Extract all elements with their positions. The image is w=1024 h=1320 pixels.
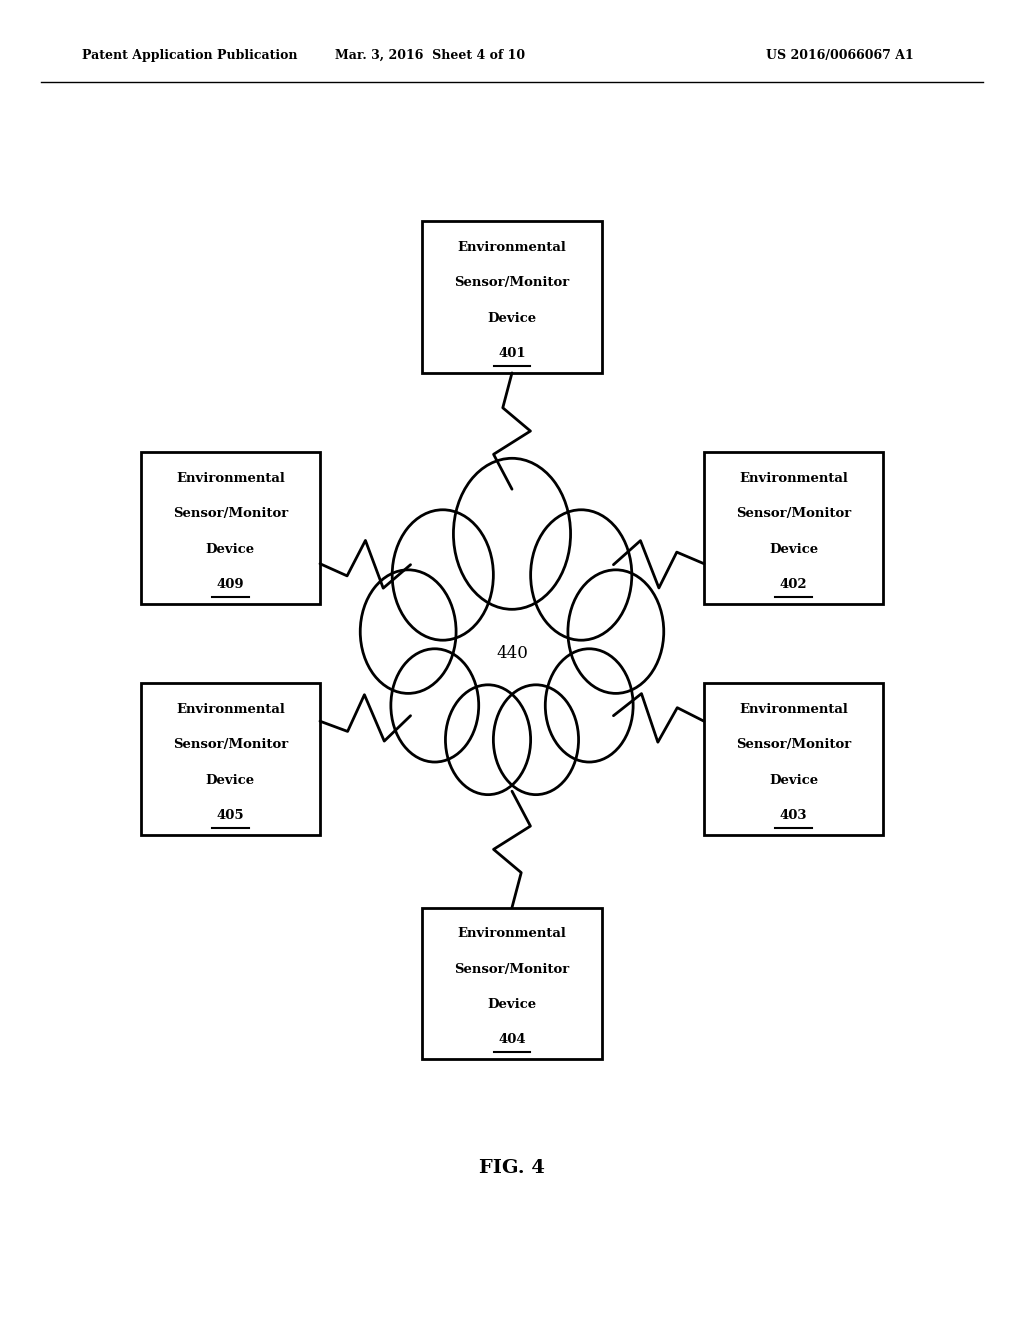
- Text: 402: 402: [780, 578, 807, 591]
- Text: Sensor/Monitor: Sensor/Monitor: [455, 962, 569, 975]
- Text: Environmental: Environmental: [458, 928, 566, 940]
- Text: Device: Device: [206, 774, 255, 787]
- FancyBboxPatch shape: [705, 451, 883, 605]
- Text: Device: Device: [487, 998, 537, 1011]
- Text: Sensor/Monitor: Sensor/Monitor: [173, 507, 288, 520]
- Text: 401: 401: [499, 347, 525, 360]
- Text: Device: Device: [487, 312, 537, 325]
- Text: 404: 404: [499, 1034, 525, 1047]
- Text: Sensor/Monitor: Sensor/Monitor: [455, 276, 569, 289]
- FancyBboxPatch shape: [705, 684, 883, 836]
- Circle shape: [494, 685, 579, 795]
- Circle shape: [454, 458, 570, 610]
- Text: Environmental: Environmental: [739, 473, 848, 484]
- Text: 403: 403: [780, 809, 807, 822]
- Circle shape: [360, 570, 456, 693]
- Text: FIG. 4: FIG. 4: [479, 1159, 545, 1177]
- Text: Environmental: Environmental: [458, 242, 566, 253]
- Text: Environmental: Environmental: [739, 704, 848, 715]
- Text: Sensor/Monitor: Sensor/Monitor: [173, 738, 288, 751]
- Circle shape: [545, 648, 633, 762]
- Circle shape: [391, 648, 479, 762]
- Circle shape: [438, 545, 586, 734]
- Text: Environmental: Environmental: [176, 473, 285, 484]
- FancyBboxPatch shape: [422, 908, 601, 1059]
- Circle shape: [445, 685, 530, 795]
- Text: Device: Device: [769, 543, 818, 556]
- FancyBboxPatch shape: [422, 220, 601, 372]
- Text: 405: 405: [217, 809, 244, 822]
- Text: Environmental: Environmental: [176, 704, 285, 715]
- Circle shape: [568, 570, 664, 693]
- Text: Sensor/Monitor: Sensor/Monitor: [736, 507, 851, 520]
- Circle shape: [530, 510, 632, 640]
- Text: Device: Device: [769, 774, 818, 787]
- Circle shape: [392, 510, 494, 640]
- FancyBboxPatch shape: [141, 684, 319, 836]
- Text: US 2016/0066067 A1: US 2016/0066067 A1: [766, 49, 913, 62]
- Text: 440: 440: [496, 645, 528, 661]
- Text: Mar. 3, 2016  Sheet 4 of 10: Mar. 3, 2016 Sheet 4 of 10: [335, 49, 525, 62]
- Text: Device: Device: [206, 543, 255, 556]
- Text: 409: 409: [217, 578, 244, 591]
- FancyBboxPatch shape: [141, 451, 319, 605]
- Text: Sensor/Monitor: Sensor/Monitor: [736, 738, 851, 751]
- Text: Patent Application Publication: Patent Application Publication: [82, 49, 297, 62]
